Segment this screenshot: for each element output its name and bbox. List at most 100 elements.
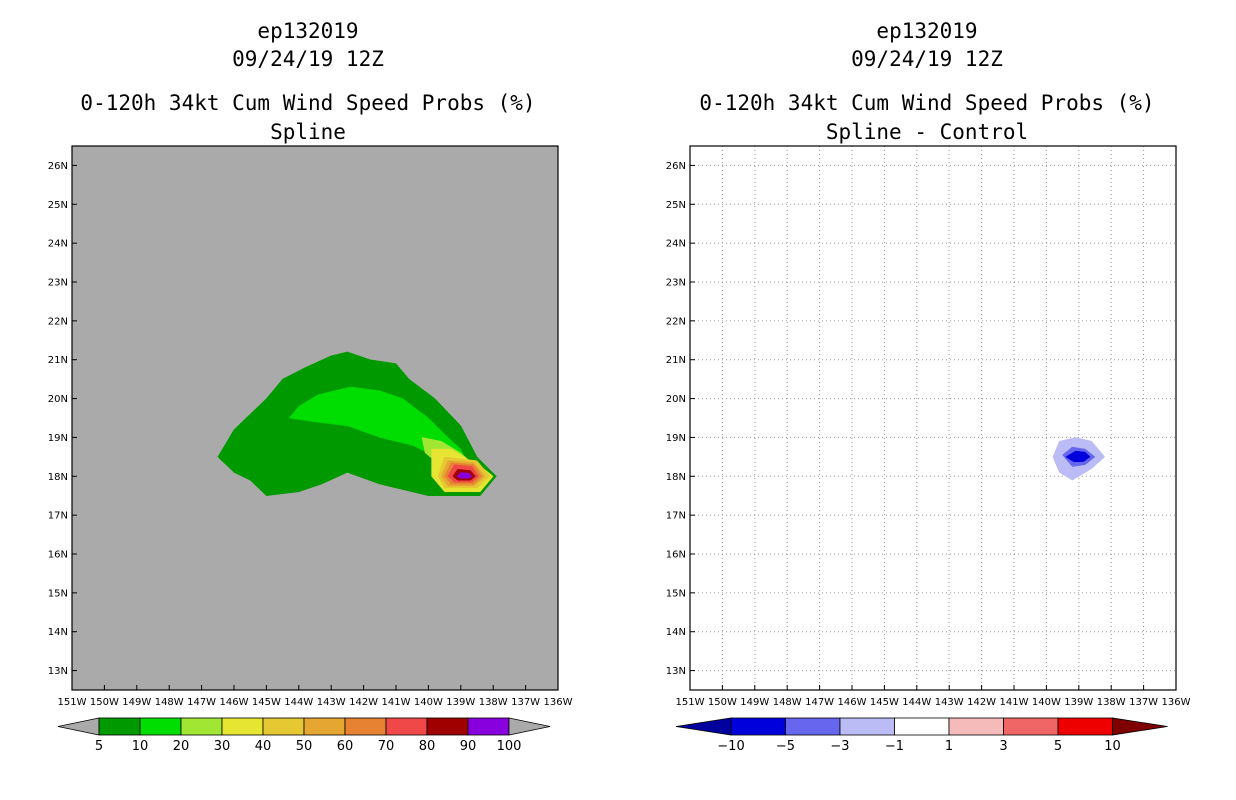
colorbar-label: 10 [132, 739, 149, 754]
y-tick-label: 25N [666, 200, 686, 211]
y-tick-label: 16N [48, 550, 68, 561]
colorbar-swatch [303, 717, 346, 736]
x-tick-label: 136W [544, 697, 573, 708]
colorbar-label: −1 [885, 739, 904, 754]
colorbar-label: 3 [999, 739, 1007, 754]
x-tick-label: 149W [740, 697, 769, 708]
colorbar-high-triangle [508, 717, 551, 736]
x-tick-label: 142W [349, 697, 378, 708]
colorbar-label: −5 [776, 739, 795, 754]
contour-level-90 [456, 472, 473, 479]
right-plot-background [690, 146, 1176, 690]
x-tick-label: 143W [317, 697, 346, 708]
y-tick-label: 26N [666, 161, 686, 172]
colorbar-swatch [894, 717, 950, 736]
x-tick-label: 138W [479, 697, 508, 708]
colorbar-label: 1 [945, 739, 953, 754]
x-tick-label: 151W [676, 697, 705, 708]
right-title-storm-id: ep132019 [876, 19, 978, 43]
colorbar-swatch [467, 717, 510, 736]
colorbar-label: 10 [1104, 739, 1121, 754]
colorbar-swatch [426, 717, 469, 736]
y-tick-label: 24N [48, 239, 68, 250]
y-tick-label: 20N [666, 394, 686, 405]
left-title-storm-id: ep132019 [257, 19, 359, 43]
y-tick-label: 23N [48, 278, 68, 289]
colorbar-swatch [180, 717, 223, 736]
x-tick-label: 146W [838, 697, 867, 708]
colorbar-label: 80 [419, 739, 436, 754]
y-tick-label: 23N [666, 278, 686, 289]
x-tick-label: 150W [90, 697, 119, 708]
right-title-product: 0-120h 34kt Cum Wind Speed Probs (%) [699, 91, 1155, 115]
colorbar-swatch [385, 717, 428, 736]
x-tick-label: 137W [1129, 697, 1158, 708]
y-tick-label: 24N [666, 239, 686, 250]
colorbar-label: 70 [378, 739, 395, 754]
left-title-product: 0-120h 34kt Cum Wind Speed Probs (%) [80, 91, 536, 115]
colorbar-swatch [839, 717, 895, 736]
contour-level-10 [288, 386, 468, 465]
x-tick-label: 142W [967, 697, 996, 708]
y-tick-label: 18N [666, 472, 686, 483]
colorbar-low-triangle [57, 717, 100, 736]
x-tick-label: 141W [1000, 697, 1029, 708]
colorbar-high-triangle [1112, 717, 1168, 736]
right-difference-map: 13N 14N 15N 16N 17N 18N 19N 20N 21N 22N 23N 24N 25N 2… [666, 145, 1191, 754]
x-tick-label: 140W [1032, 697, 1061, 708]
left-probability-map: 13N 14N 15N 16N 17N 18N 19N 20N 21N 22N 23N 24N 25N 2… [48, 145, 573, 754]
x-tick-label: 147W [805, 697, 834, 708]
colorbar-low-triangle [675, 717, 732, 736]
y-tick-label: 19N [48, 433, 68, 444]
colorbar-swatch [730, 717, 786, 736]
x-tick-label: 138W [1097, 697, 1126, 708]
right-title-date: 09/24/19 12Z [851, 47, 1003, 71]
y-tick-label: 21N [666, 355, 686, 366]
colorbar-swatch [262, 717, 305, 736]
y-tick-label: 16N [666, 550, 686, 561]
y-tick-label: 18N [48, 472, 68, 483]
colorbar-swatch [139, 717, 182, 736]
colorbar-label: −10 [717, 739, 744, 754]
contour-level--5 [1065, 450, 1091, 463]
x-tick-label: 147W [187, 697, 216, 708]
left-plot-frame [71, 145, 559, 691]
y-tick-label: 19N [666, 433, 686, 444]
right-plot-frame [689, 145, 1177, 691]
colorbar-swatch [344, 717, 387, 736]
x-tick-label: 140W [414, 697, 443, 708]
colorbar-swatch [221, 717, 264, 736]
y-tick-label: 17N [666, 511, 686, 522]
colorbar-label: 5 [1054, 739, 1062, 754]
y-tick-label: 14N [48, 627, 68, 638]
colorbar-label: 60 [337, 739, 354, 754]
y-tick-label: 21N [48, 355, 68, 366]
colorbar-label: 20 [173, 739, 190, 754]
x-tick-label: 141W [382, 697, 411, 708]
y-tick-label: 22N [48, 316, 68, 327]
colorbar-label: 50 [296, 739, 313, 754]
colorbar-swatch [98, 717, 141, 736]
colorbar-label: 40 [255, 739, 272, 754]
colorbar-swatch [1057, 717, 1113, 736]
colorbar-label: 100 [497, 739, 522, 754]
y-tick-label: 15N [48, 588, 68, 599]
x-tick-label: 145W [252, 697, 281, 708]
left-title-date: 09/24/19 12Z [232, 47, 384, 71]
x-tick-label: 139W [446, 697, 475, 708]
y-tick-label: 20N [48, 394, 68, 405]
x-tick-label: 144W [902, 697, 931, 708]
y-tick-label: 22N [666, 316, 686, 327]
colorbar-label: 5 [95, 739, 103, 754]
colorbar-swatch [785, 717, 841, 736]
y-tick-label: 15N [666, 588, 686, 599]
x-tick-label: 145W [870, 697, 899, 708]
x-tick-label: 144W [284, 697, 313, 708]
y-tick-label: 25N [48, 200, 68, 211]
colorbar-label: 90 [460, 739, 477, 754]
x-tick-label: 143W [935, 697, 964, 708]
colorbar-label: 30 [214, 739, 231, 754]
y-tick-label: 13N [48, 666, 68, 677]
y-tick-label: 17N [48, 511, 68, 522]
x-tick-label: 146W [220, 697, 249, 708]
